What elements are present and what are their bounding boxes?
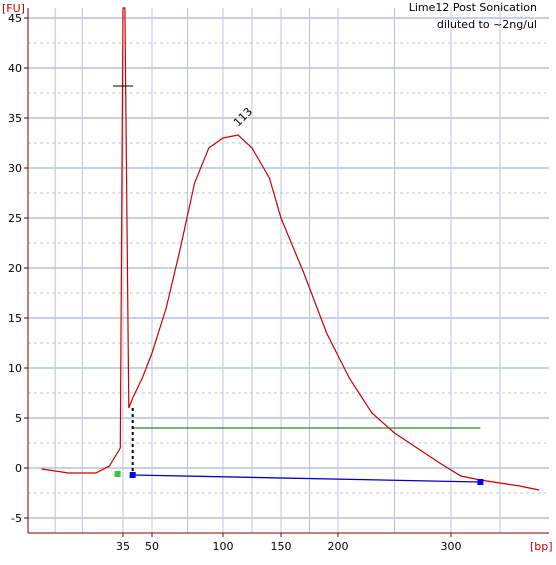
chart-title: Lime12 Post Sonication — [409, 1, 537, 14]
x-tick-label: 200 — [328, 540, 349, 553]
y-tick-label: 30 — [8, 162, 22, 175]
y-tick-label: 45 — [8, 12, 22, 25]
y-tick-label: 10 — [8, 362, 22, 375]
x-tick-label: 50 — [145, 540, 159, 553]
y-tick-label: -5 — [11, 512, 22, 525]
region-end — [477, 479, 484, 485]
region-start — [129, 472, 136, 478]
chart-subtitle: diluted to ~2ng/ul — [437, 18, 537, 31]
y-tick-label: 20 — [8, 262, 22, 275]
grid — [28, 8, 549, 533]
y-tick-label: 25 — [8, 212, 22, 225]
y-tick-label: 5 — [15, 412, 22, 425]
y-axis-label: [FU] — [2, 2, 25, 15]
lower-marker — [114, 471, 121, 477]
y-tick-label: 35 — [8, 112, 22, 125]
series-line — [41, 7, 540, 491]
baseline-line — [132, 474, 481, 483]
y-tick-label: 0 — [15, 462, 22, 475]
x-tick-label: 150 — [271, 540, 292, 553]
x-tick-label: 35 — [116, 540, 130, 553]
series-layer — [41, 7, 540, 491]
x-tick-label: 300 — [441, 540, 462, 553]
x-tick-label: 100 — [213, 540, 234, 553]
axes: -5 0 5 10 15 20 25 30 35 40 45 35 50 100 150 200 300 — [8, 8, 549, 553]
y-tick-label: 40 — [8, 62, 22, 75]
y-tick-label: 15 — [8, 312, 22, 325]
x-axis-label: [bp] — [530, 540, 553, 553]
